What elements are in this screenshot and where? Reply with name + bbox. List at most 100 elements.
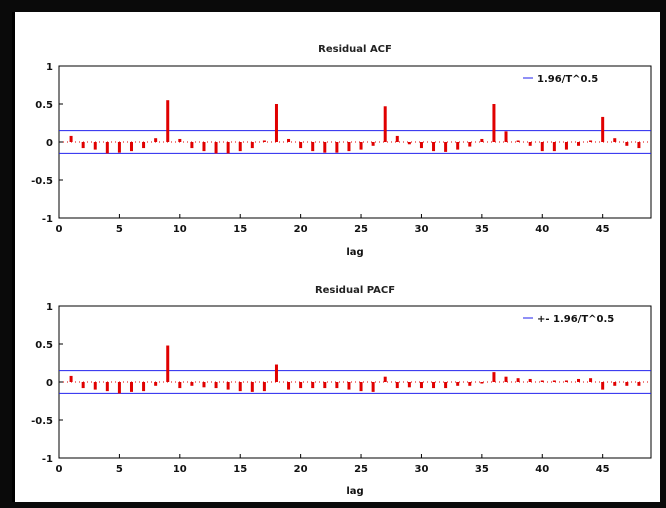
pacf-title: Residual PACF [315, 285, 395, 296]
pacf-bar [142, 382, 146, 392]
pacf-bar [335, 382, 339, 389]
pacf-bar [129, 382, 133, 392]
acf-title: Residual ACF [318, 44, 392, 55]
acf-bar [117, 142, 121, 153]
acf-bar [395, 135, 399, 142]
pacf-bar [407, 382, 411, 388]
acf-bar [383, 106, 387, 142]
acf-bar [190, 142, 194, 149]
acf-bar [287, 138, 291, 142]
acf-bar [625, 142, 629, 146]
acf-bar [81, 142, 85, 149]
acf-y-tick-label: 0.5 [35, 100, 53, 111]
pacf-bar [577, 378, 581, 382]
pacf-bar [528, 378, 532, 382]
pacf-bar [444, 382, 448, 389]
pacf-x-tick-label: 45 [596, 464, 610, 475]
pacf-y-tick-label: 0 [46, 378, 53, 389]
acf-x-axis-label: lag [346, 247, 363, 258]
pacf-bar [468, 382, 472, 386]
acf-bar [492, 104, 496, 142]
acf-bar [564, 142, 568, 150]
pacf-x-tick-label: 25 [354, 464, 368, 475]
acf-x-tick-label: 40 [535, 224, 549, 235]
pacf-bar [226, 382, 230, 390]
acf-bar [262, 140, 266, 142]
acf-bar [456, 142, 460, 150]
acf-bar [129, 142, 133, 152]
pacf-bar [154, 382, 158, 386]
pacf-bar [238, 382, 242, 392]
acf-bar [226, 142, 230, 154]
acf-x-tick-label: 5 [116, 224, 123, 235]
acf-bar [214, 142, 218, 154]
pacf-bar [456, 382, 460, 386]
acf-bar [601, 116, 605, 142]
pacf-bar [504, 376, 508, 382]
acf-bar [250, 142, 254, 149]
acf-bar [274, 104, 278, 142]
pacf-bar [540, 380, 544, 382]
acf-bar [359, 142, 363, 150]
pacf-bar [178, 382, 182, 389]
acf-x-tick-label: 30 [414, 224, 428, 235]
acf-bar [407, 142, 411, 145]
pacf-bar [117, 382, 121, 394]
pacf-bar [432, 382, 436, 389]
pacf-bar [395, 382, 399, 389]
acf-bar [540, 142, 544, 152]
acf-bar [238, 142, 242, 152]
acf-bar [528, 142, 532, 146]
pacf-bar [552, 380, 556, 382]
pacf-bar [93, 382, 97, 390]
pacf-bar [601, 382, 605, 390]
acf-bar [371, 142, 375, 146]
acf-bar [154, 138, 158, 142]
acf-x-tick-label: 10 [173, 224, 187, 235]
pacf-bar [419, 382, 423, 389]
pacf-bar [347, 382, 351, 390]
pacf-bar [262, 382, 266, 392]
pacf-bar [589, 378, 593, 382]
pacf-y-tick-label: -0.5 [31, 416, 53, 427]
pacf-bar [190, 382, 194, 386]
acf-bar [202, 142, 206, 152]
pacf-bar [274, 364, 278, 382]
pacf-x-tick-label: 20 [294, 464, 308, 475]
pacf-legend-label: +- 1.96/T^0.5 [537, 314, 614, 325]
acf-bar [516, 140, 520, 142]
pacf-bar [166, 345, 170, 382]
acf-x-tick-label: 25 [354, 224, 368, 235]
pacf-bar [492, 372, 496, 382]
acf-bar [69, 135, 73, 142]
pacf-bar [383, 376, 387, 382]
pacf-bar [637, 382, 641, 386]
acf-bar [468, 142, 472, 147]
acf-x-tick-label: 20 [294, 224, 308, 235]
pacf-bar [371, 382, 375, 392]
acf-x-tick-label: 45 [596, 224, 610, 235]
pacf-x-axis-label: lag [346, 486, 363, 497]
pacf-x-tick-label: 0 [56, 464, 63, 475]
pacf-x-tick-label: 10 [173, 464, 187, 475]
pacf-bar [625, 382, 629, 386]
acf-bar [299, 142, 303, 149]
acf-bar [178, 138, 182, 142]
acf-bar [323, 142, 327, 153]
pacf-y-tick-label: 1 [46, 302, 53, 313]
pacf-bar [105, 382, 109, 392]
acf-bar [166, 100, 170, 142]
acf-x-tick-label: 0 [56, 224, 63, 235]
pacf-bar [202, 382, 206, 388]
pacf-bar [69, 375, 73, 382]
pacf-x-tick-label: 35 [475, 464, 489, 475]
acf-bar [589, 140, 593, 142]
figure-window: Residual ACF 1 0.5 0 -0.5 -1 0 5 10 15 20 25 30 35 40 4… [12, 12, 660, 502]
pacf-x-tick-label: 15 [233, 464, 247, 475]
pacf-y-tick-label: -1 [42, 454, 53, 465]
acf-bar [105, 142, 109, 154]
acf-bar [335, 142, 339, 153]
